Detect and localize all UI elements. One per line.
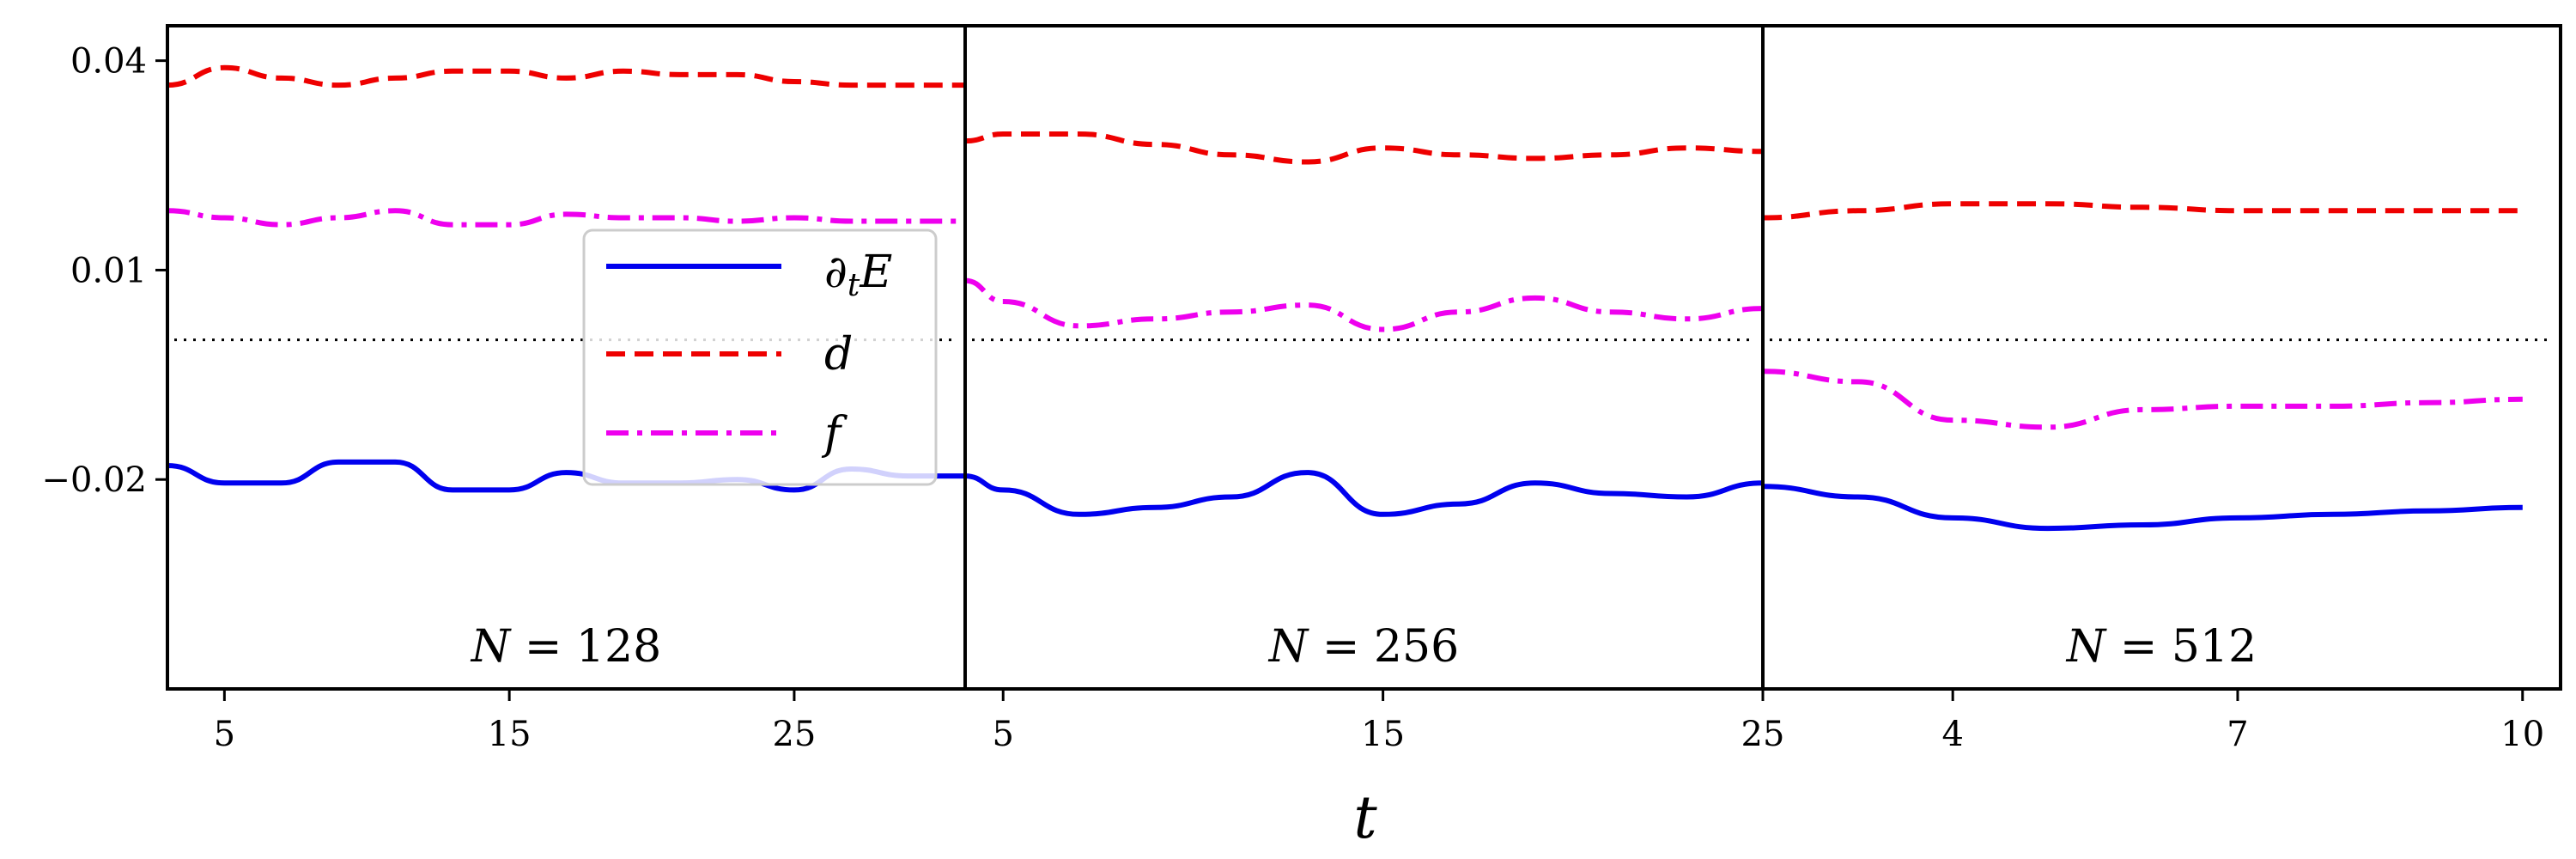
series-line-d <box>167 64 965 88</box>
series-line-f <box>1763 369 2523 430</box>
series-line-dtE <box>1763 484 2523 532</box>
panel-label: N = 256 <box>1267 621 1459 673</box>
series-line-dtE <box>965 470 1763 517</box>
panel-3: 4 7 10 N = 512 <box>1761 24 2562 754</box>
x-tick-label: 5 <box>993 715 1014 754</box>
panel-frame <box>1761 24 2562 691</box>
legend-label-dtE: ∂tE <box>824 247 892 303</box>
x-tick-label: 15 <box>1361 715 1405 754</box>
x-tick-label: 15 <box>488 715 532 754</box>
series-line-f <box>965 277 1763 332</box>
x-tick-label: 25 <box>1741 715 1785 754</box>
x-tick-label: 25 <box>772 715 816 754</box>
panel-frame <box>963 24 1765 691</box>
y-tick-label: 0.01 <box>70 251 147 290</box>
panel-label: N = 128 <box>470 621 661 673</box>
x-tick-label: 5 <box>214 715 235 754</box>
x-axis-label: t <box>1353 784 1377 852</box>
series-line-d <box>965 131 1763 165</box>
legend-box <box>582 228 938 486</box>
panel-label: N = 512 <box>2065 621 2257 673</box>
panel-series-group <box>965 131 1763 517</box>
series-line-f <box>167 208 965 228</box>
series-line-d <box>1763 201 2523 221</box>
x-tick-label: 7 <box>2227 715 2248 754</box>
x-tick-label: 10 <box>2500 715 2544 754</box>
panel-series-group <box>1763 201 2523 532</box>
panel-2: 5 15 25 N = 256 <box>963 24 1785 754</box>
y-tick-label: 0.04 <box>70 42 147 82</box>
y-tick-label: −0.02 <box>41 460 147 500</box>
legend-label-d: d <box>824 329 853 381</box>
x-tick-label: 4 <box>1941 715 1963 754</box>
